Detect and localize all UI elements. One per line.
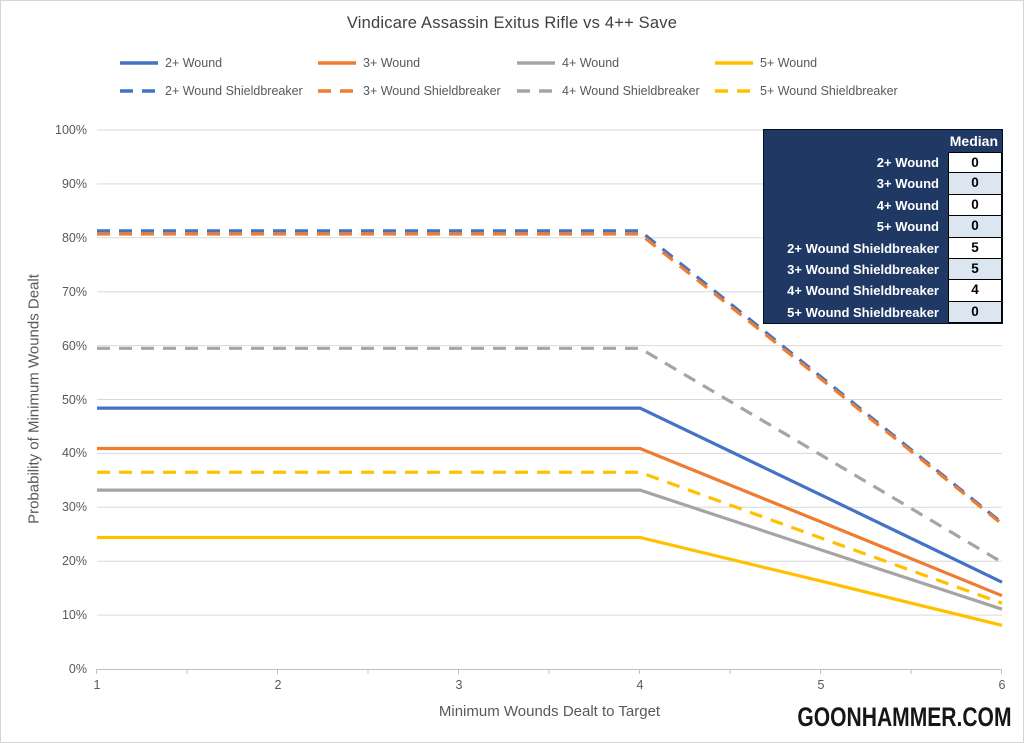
- solid-line-swatch-icon: [120, 61, 158, 65]
- y-tick-label: 60%: [61, 338, 87, 353]
- legend-item-2-wound-shieldbreaker: 2+ Wound Shieldbreaker: [119, 83, 303, 99]
- legend-label: 3+ Wound: [363, 56, 421, 70]
- y-tick-label: 10%: [61, 608, 87, 623]
- series-line-3-wound-shieldbreaker: [97, 232, 1004, 526]
- median-row-value: 0: [948, 194, 1002, 217]
- legend-label: 2+ Wound: [165, 56, 223, 70]
- x-tick-label: 5: [817, 678, 825, 692]
- series-line-4-wound: [97, 488, 1003, 611]
- series-line-3-wound: [97, 446, 1003, 598]
- median-row-label: 5+ Wound: [876, 219, 939, 235]
- legend-item-4-wound: 4+ Wound: [516, 55, 619, 71]
- legend-label: 2+ Wound Shieldbreaker: [165, 84, 303, 98]
- x-axis-line: [96, 669, 1002, 674]
- x-axis-title: Minimum Wounds Dealt to Target: [438, 703, 661, 720]
- solid-line-swatch-icon: [318, 61, 356, 65]
- y-tick-label: 100%: [55, 123, 87, 137]
- legend-item-4-wound-shieldbreaker: 4+ Wound Shieldbreaker: [516, 83, 700, 99]
- median-row-label: 3+ Wound Shieldbreaker: [787, 261, 939, 277]
- median-row-label: 2+ Wound: [876, 155, 939, 170]
- dashed-line-swatch-icon: [318, 89, 353, 93]
- series-line-5-wound: [97, 535, 1003, 627]
- y-tick-label: 30%: [61, 500, 87, 515]
- legend-label: 4+ Wound: [562, 56, 620, 70]
- median-row-label: 2+ Wound Shieldbreaker: [787, 240, 939, 256]
- median-row-label: 3+ Wound: [876, 176, 939, 192]
- median-row-value: 0: [948, 216, 1002, 238]
- series-line-4-wound-shieldbreaker: [97, 346, 1003, 564]
- legend-item-3-wound-shieldbreaker: 3+ Wound Shieldbreaker: [317, 83, 501, 99]
- chart-legend: 2+ Wound 3+ Wound 4+ Wound 5+ Wound 2+ Wound…: [1, 1, 1023, 111]
- series-line-2-wound: [97, 406, 1003, 584]
- legend-label: 5+ Wound: [760, 56, 818, 70]
- legend-item-2-wound: 2+ Wound: [119, 55, 222, 71]
- series-lines: [97, 229, 1004, 627]
- x-tick-label: 3: [455, 678, 463, 692]
- legend-label: 4+ Wound Shieldbreaker: [562, 84, 700, 98]
- y-tick-label: 80%: [61, 230, 87, 245]
- median-row-value: 4: [948, 280, 1002, 302]
- y-tick-label: 70%: [61, 284, 87, 299]
- median-row-label: 4+ Wound Shieldbreaker: [787, 283, 939, 299]
- series-line-5-wound-shieldbreaker: [97, 470, 1003, 605]
- legend-item-5-wound-shieldbreaker: 5+ Wound Shieldbreaker: [714, 83, 898, 99]
- legend-item-3-wound: 3+ Wound: [317, 55, 420, 71]
- median-row-value: 0: [948, 301, 1002, 324]
- watermark: GOONHAMMER.COM: [796, 702, 1011, 732]
- series-line-2-wound-shieldbreaker: [97, 229, 1004, 525]
- y-tick-label: 90%: [61, 176, 87, 191]
- median-table-header: Median: [949, 133, 998, 149]
- y-tick-label: 0%: [68, 662, 87, 676]
- x-tick-label: 4: [636, 678, 644, 692]
- solid-line-swatch-icon: [715, 61, 753, 65]
- y-axis-title: Probability of Minimum Wounds Dealt: [25, 274, 43, 524]
- median-row-value: 0: [948, 173, 1002, 195]
- dashed-line-swatch-icon: [715, 89, 750, 93]
- x-tick-label: 6: [998, 678, 1006, 692]
- median-row-value: 5: [948, 258, 1002, 281]
- x-tick-label: 2: [274, 678, 282, 692]
- solid-line-swatch-icon: [517, 61, 555, 65]
- dashed-line-swatch-icon: [517, 89, 552, 93]
- median-table: Median 2+ Wound 0 3+ Wound 0 4+ Wound 0 5+ Wou…: [763, 129, 1003, 325]
- y-tick-label: 40%: [61, 446, 87, 461]
- legend-item-5-wound: 5+ Wound: [714, 55, 817, 71]
- y-tick-label: 50%: [61, 392, 87, 407]
- median-row-label: 5+ Wound Shieldbreaker: [787, 304, 939, 320]
- median-row-value: 0: [948, 152, 1002, 174]
- y-tick-label: 20%: [61, 554, 87, 569]
- legend-label: 3+ Wound Shieldbreaker: [363, 84, 501, 98]
- chart-title: Vindicare Assassin Exitus Rifle vs 4++ S…: [346, 14, 678, 32]
- x-tick-label: 1: [93, 678, 101, 692]
- median-row-label: 4+ Wound: [876, 197, 939, 213]
- dashed-line-swatch-icon: [120, 89, 155, 93]
- median-table-header-spacer: [764, 130, 948, 152]
- legend-label: 5+ Wound Shieldbreaker: [760, 84, 898, 98]
- median-row-value: 5: [948, 237, 1002, 259]
